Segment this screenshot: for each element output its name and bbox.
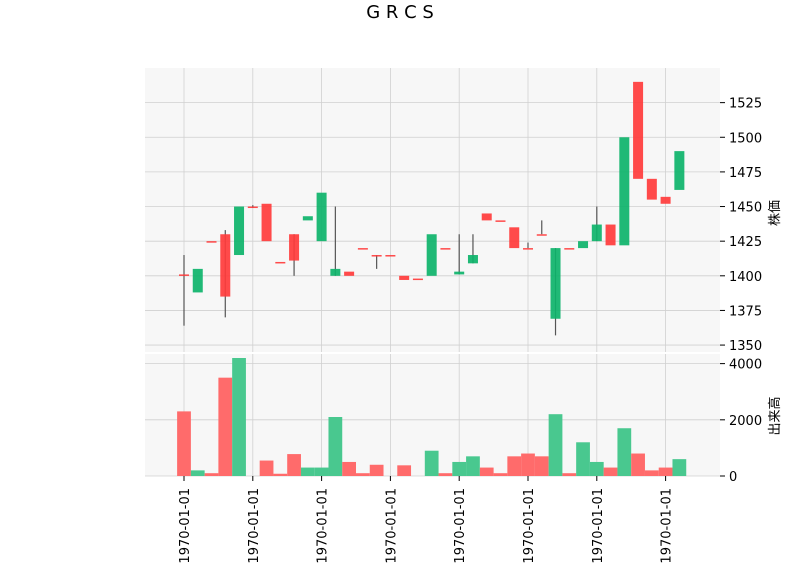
volume-bar bbox=[356, 473, 370, 476]
x-tick-label: 1970-01-01 bbox=[316, 488, 331, 564]
candle-body bbox=[344, 271, 355, 276]
volume-bar bbox=[493, 473, 508, 476]
candle-body bbox=[509, 227, 520, 249]
candle-body bbox=[371, 255, 382, 257]
volume-tick-label: 2000 bbox=[729, 414, 762, 429]
volume-bar bbox=[397, 465, 412, 476]
volume-bar bbox=[232, 358, 246, 476]
x-tick-label: 1970-01-01 bbox=[522, 488, 537, 564]
volume-tick-label: 0 bbox=[729, 470, 737, 485]
volume-bar bbox=[259, 460, 274, 476]
volume-bar bbox=[479, 467, 494, 476]
candle-body bbox=[591, 224, 602, 242]
volume-bar bbox=[287, 454, 301, 476]
volume-bar bbox=[342, 461, 356, 476]
volume-bar bbox=[218, 377, 233, 476]
volume-bar bbox=[658, 467, 673, 476]
candle-body bbox=[536, 234, 547, 236]
candle-body bbox=[261, 203, 272, 242]
volume-bar bbox=[548, 414, 563, 476]
price-tick-label: 1425 bbox=[729, 235, 762, 250]
candle-body bbox=[316, 192, 327, 242]
volume-bar bbox=[328, 417, 343, 476]
x-tick-label: 1970-01-01 bbox=[591, 488, 606, 564]
x-tick-label: 1970-01-01 bbox=[384, 488, 399, 564]
volume-bar bbox=[603, 467, 618, 476]
candle-body bbox=[523, 248, 533, 250]
candle-body bbox=[674, 151, 685, 190]
price-tick-label: 1450 bbox=[729, 201, 762, 216]
candle-body bbox=[275, 261, 286, 264]
price-tick-label: 1350 bbox=[729, 339, 762, 354]
volume-bar bbox=[562, 473, 577, 476]
candle-body bbox=[220, 234, 231, 297]
candle-body bbox=[247, 206, 258, 209]
x-tick-label: 1970-01-01 bbox=[660, 488, 675, 564]
volume-axis-label: 出来高 bbox=[767, 396, 783, 435]
candle-body bbox=[412, 278, 423, 281]
price-tick-label: 1475 bbox=[729, 166, 762, 181]
volume-bar bbox=[466, 456, 480, 476]
volume-bar bbox=[576, 442, 590, 476]
volume-bar bbox=[177, 411, 191, 476]
price-tick-label: 1375 bbox=[729, 304, 762, 319]
candle-body bbox=[578, 241, 589, 249]
price-tick-label: 1525 bbox=[729, 97, 762, 112]
volume-bar bbox=[507, 456, 522, 476]
candle-body bbox=[660, 196, 671, 204]
chart-title: G R C S bbox=[366, 2, 434, 23]
volume-bar bbox=[204, 473, 219, 476]
candle-body bbox=[495, 220, 506, 222]
candle-body bbox=[467, 255, 478, 264]
candle-body bbox=[619, 137, 630, 246]
price-tick-label: 1500 bbox=[729, 131, 762, 146]
candle-body bbox=[550, 248, 561, 319]
candle-body bbox=[399, 275, 410, 280]
candle-body bbox=[206, 241, 217, 243]
volume-bar bbox=[617, 428, 632, 476]
x-tick-label: 1970-01-01 bbox=[247, 488, 262, 564]
candle-body bbox=[357, 248, 368, 250]
price-tick-label: 1400 bbox=[729, 270, 762, 285]
volume-bars bbox=[177, 358, 687, 476]
candle-body bbox=[192, 268, 203, 293]
volume-bar bbox=[314, 467, 329, 476]
volume-bar bbox=[369, 464, 384, 476]
volume-bar bbox=[273, 473, 288, 476]
candle-body bbox=[454, 271, 465, 275]
x-ticks: 1970-01-01 1970-01-01 1970-01-01 1970-01-01… bbox=[178, 476, 675, 564]
volume-bar bbox=[589, 461, 604, 476]
volume-bar bbox=[438, 473, 453, 476]
candle-body bbox=[179, 274, 189, 276]
candle-body bbox=[633, 81, 644, 179]
candles bbox=[179, 81, 685, 336]
volume-bar bbox=[190, 470, 205, 476]
volume-bar bbox=[534, 456, 549, 476]
volume-bar bbox=[452, 461, 467, 476]
volume-bar bbox=[644, 470, 659, 476]
x-tick-label: 1970-01-01 bbox=[178, 488, 193, 564]
candle-body bbox=[440, 248, 451, 250]
volume-bar bbox=[631, 453, 645, 476]
volume-bar bbox=[424, 450, 439, 476]
candle-body bbox=[385, 255, 396, 257]
price-axis-label: 株価 bbox=[768, 200, 783, 226]
candle-body bbox=[605, 224, 616, 246]
candle-body bbox=[426, 234, 437, 276]
volume-tick-label: 4000 bbox=[729, 358, 762, 373]
candle-body bbox=[564, 248, 575, 250]
candle-body bbox=[302, 216, 313, 221]
x-tick-label: 1970-01-01 bbox=[453, 488, 468, 564]
candle-body bbox=[289, 234, 300, 261]
y-ticks: 1350 1375 1400 1425 1450 1475 1500 1525 0 2000 400… bbox=[720, 97, 762, 485]
volume-bar bbox=[521, 453, 535, 476]
volume-bar bbox=[300, 467, 315, 476]
volume-bar bbox=[672, 459, 687, 476]
candle-body bbox=[234, 206, 245, 256]
candle-body bbox=[330, 268, 341, 276]
candle-body bbox=[646, 178, 657, 200]
candle-body bbox=[481, 213, 492, 221]
